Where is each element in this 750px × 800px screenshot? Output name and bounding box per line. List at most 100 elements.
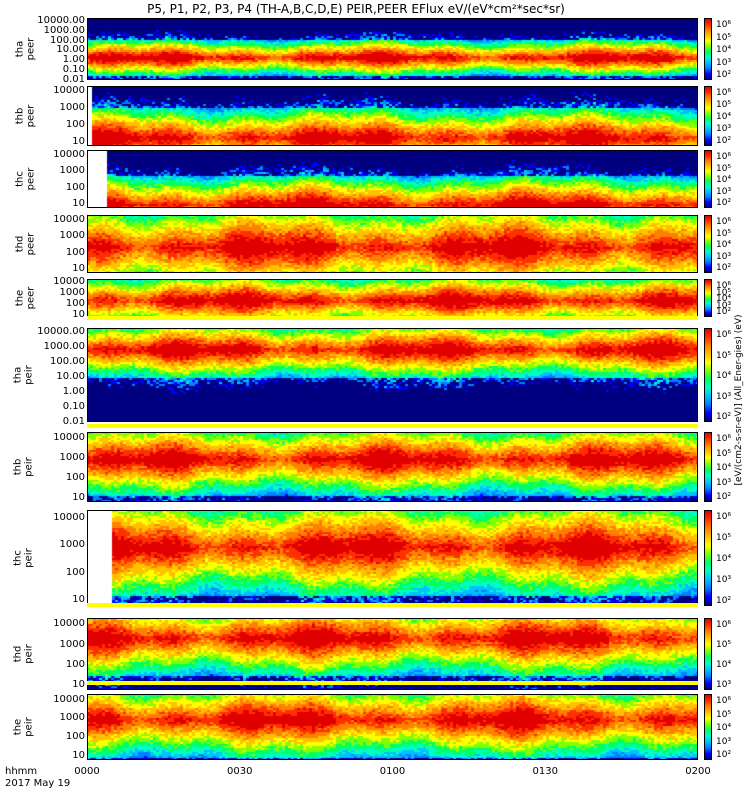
colorbar <box>704 618 712 690</box>
panel-y-label-line: tha <box>12 366 24 384</box>
spectrogram-image <box>87 150 698 208</box>
y-tick-label: 10 <box>72 263 85 275</box>
colorbar <box>704 328 712 422</box>
y-tick-label: 1000 <box>59 230 85 242</box>
y-tick-label: 1.00 <box>62 386 85 398</box>
spectrogram-image <box>87 618 698 690</box>
x-tick-label: 0000 <box>74 766 100 777</box>
y-tick-label: 10000 <box>53 693 85 705</box>
spectrogram-image <box>87 279 698 317</box>
y-tick-label: 10 <box>72 491 85 503</box>
y-tick-label: 10 <box>72 136 85 148</box>
spectrogram-image <box>87 86 698 146</box>
panel-y-label-line: tha <box>14 40 26 58</box>
panel-y-label-line: thb <box>14 107 26 125</box>
y-tick-label: 10 <box>72 308 85 320</box>
y-tick-label: 100.00 <box>50 356 85 368</box>
colorbar-tick-label: 10⁵ <box>716 709 732 720</box>
colorbar <box>704 432 712 502</box>
colorbar-tick-label: 10² <box>716 307 732 317</box>
colorbar-tick-label: 10⁴ <box>716 723 732 733</box>
colorbar-tick-label: 10⁴ <box>716 112 732 122</box>
colorbar-axis-label: [eV/(cm2-s-sr-eV)] (All_Ener-gies) (eV) <box>733 20 745 780</box>
y-tick-label: 0.01 <box>62 416 85 427</box>
colorbar-tick-label: 10⁶ <box>716 620 732 630</box>
y-tick-label: 1000 <box>59 539 85 551</box>
colorbar-tick-label: 10³ <box>716 251 732 262</box>
colorbar-tick-label: 10⁵ <box>716 448 732 459</box>
y-tick-label: 1000 <box>59 165 85 177</box>
y-tick-label: 100 <box>65 246 85 258</box>
colorbar-tick-label: 10⁶ <box>716 434 732 444</box>
panel-y-label: thc peir <box>13 548 35 567</box>
colorbar-tick-label: 10⁵ <box>716 163 732 174</box>
colorbar-tick-label: 10⁵ <box>716 100 732 110</box>
x-tick-label: 0100 <box>379 766 406 777</box>
y-tick-label: 100 <box>65 659 85 671</box>
colorbar-tick-label: 10³ <box>716 575 732 585</box>
y-tick-label: 10000 <box>53 213 85 225</box>
colorbar-tick-label: 10³ <box>716 186 732 197</box>
y-tick-label: 10000 <box>53 618 85 630</box>
colorbar-tick-label: 10⁴ <box>716 240 732 250</box>
spectrogram-panel <box>87 215 698 273</box>
panel-y-label-line: the <box>12 718 24 736</box>
y-tick-label: 100 <box>65 119 85 131</box>
colorbar <box>704 694 712 760</box>
y-tick-label: 1000 <box>59 638 85 650</box>
spectrogram-panel <box>87 86 698 146</box>
y-tick-label: 1000.00 <box>43 24 85 36</box>
y-tick-label: 1000 <box>59 712 85 724</box>
y-tick-label: 10 <box>72 198 85 210</box>
y-tick-label: 0.01 <box>62 74 85 85</box>
x-axis-date: 2017 May 19 <box>5 778 71 789</box>
colorbar-tick-label: 10⁶ <box>716 281 732 291</box>
colorbar-label-text: [eV/(cm2-s-sr-eV)] (All_Ener-gies) (eV) <box>734 314 744 486</box>
colorbar-tick-label: 10⁴ <box>716 175 732 185</box>
y-tick-label: 10.00 <box>56 44 85 56</box>
colorbar-tick-label: 10⁶ <box>716 152 732 162</box>
colorbar-tick-label: 10⁴ <box>716 554 732 564</box>
y-tick-label: 10000 <box>53 431 85 443</box>
colorbar-tick-label: 10² <box>716 750 732 760</box>
colorbar-tick-label: 10² <box>716 412 732 422</box>
colorbar-tick-label: 10² <box>716 136 732 146</box>
panel-y-label-line: thd <box>14 235 26 253</box>
x-axis-label: hhmm <box>5 766 38 777</box>
panel-y-label-line: peir <box>23 548 35 568</box>
panel-y-label-line: thd <box>12 645 24 663</box>
colorbar-tick-label: 10⁵ <box>716 350 732 361</box>
colorbar-tick-label: 10² <box>716 492 732 502</box>
colorbar-tick-label: 10³ <box>716 57 732 68</box>
chart-title: P5, P1, P2, P3, P4 (TH-A,B,C,D,E) PEIR,P… <box>147 2 565 16</box>
colorbar <box>704 18 712 80</box>
colorbar <box>704 86 712 146</box>
y-tick-label: 0.10 <box>62 401 85 413</box>
colorbar-tick-label: 10³ <box>716 391 732 402</box>
colorbar-tick-label: 10³ <box>716 680 732 690</box>
colorbar-tick-label: 10⁶ <box>716 512 732 522</box>
y-tick-label: 10 <box>72 679 85 691</box>
x-tick-label: 0130 <box>532 766 558 777</box>
y-tick-label: 10 <box>72 593 85 605</box>
spectrogram-panel <box>87 18 698 80</box>
spectrogram-image <box>87 328 698 422</box>
colorbar-tick-label: 10⁶ <box>716 696 732 706</box>
data-quality-stripe <box>87 681 698 685</box>
colorbar-tick-label: 10³ <box>716 124 732 134</box>
spectrogram-panel <box>87 694 698 760</box>
colorbar-tick-label: 10² <box>716 70 732 80</box>
y-tick-label: 10000 <box>53 512 85 524</box>
y-tick-label: 100 <box>65 566 85 578</box>
colorbar <box>704 279 712 317</box>
y-tick-label: 0.10 <box>62 64 85 76</box>
spectrogram-panel <box>87 510 698 606</box>
x-tick-label: 0200 <box>685 766 711 777</box>
spectrogram-panel <box>87 328 698 422</box>
colorbar-tick-label: 10⁴ <box>716 294 732 304</box>
panel-y-label-line: thc <box>12 550 24 566</box>
colorbar-tick-label: 10⁶ <box>716 217 732 227</box>
spectrogram-image <box>87 694 698 760</box>
spectrogram-image <box>87 215 698 273</box>
y-tick-label: 100 <box>65 297 85 309</box>
